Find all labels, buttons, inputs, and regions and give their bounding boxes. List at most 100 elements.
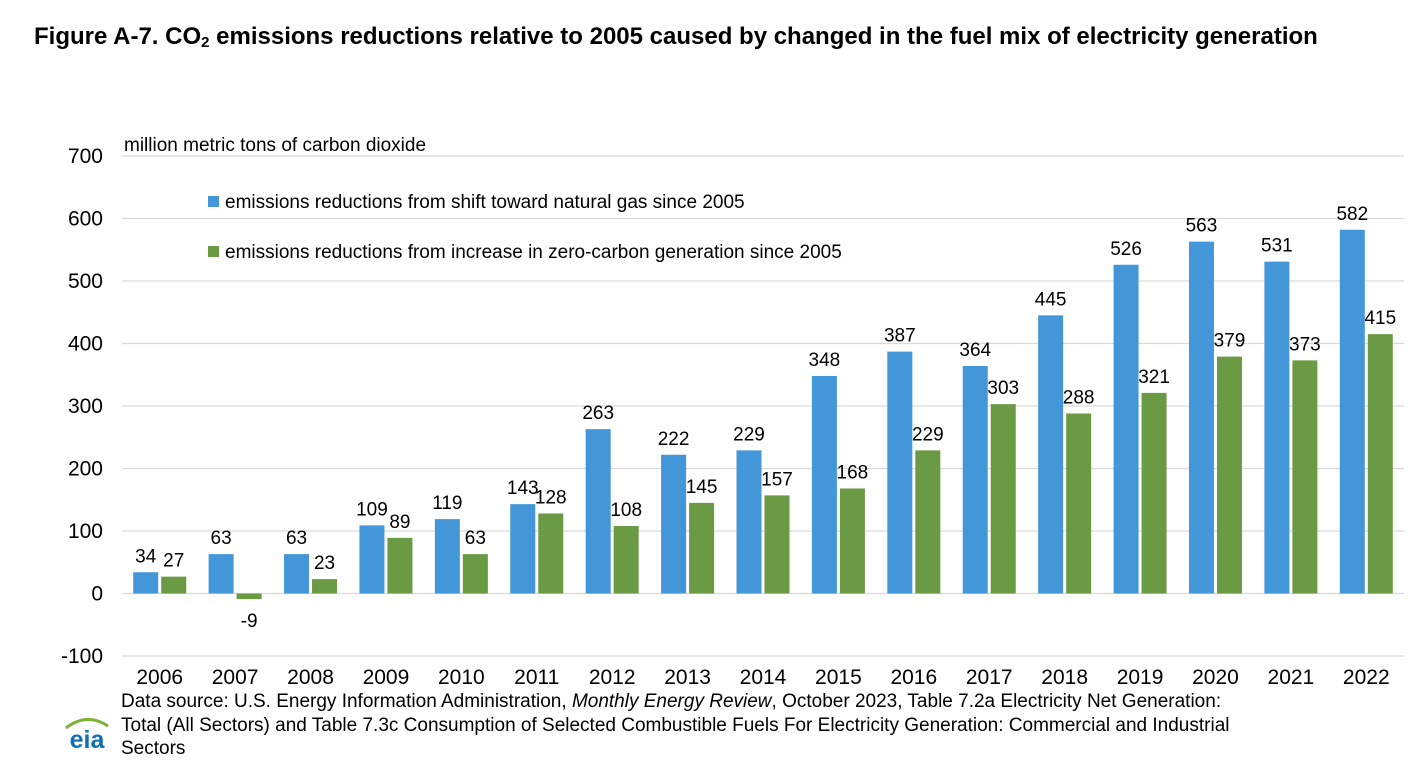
bar-zero-carbon <box>839 488 865 594</box>
bar-natural-gas <box>1264 261 1290 594</box>
figure-title: Figure A-7. CO2 emissions reductions rel… <box>34 20 1374 53</box>
data-label: 379 <box>1214 331 1246 352</box>
bar-natural-gas <box>585 429 611 594</box>
data-source-note: Data source: U.S. Energy Information Adm… <box>121 690 1241 761</box>
data-label: 373 <box>1289 334 1321 355</box>
y-tick-label: 600 <box>68 208 103 231</box>
bar-zero-carbon <box>1216 356 1242 594</box>
data-label: 303 <box>987 378 1019 399</box>
data-label: 128 <box>535 488 567 509</box>
y-tick-label: 200 <box>68 458 103 481</box>
data-label: 145 <box>686 477 718 498</box>
bar-natural-gas <box>1339 229 1365 594</box>
x-tick-label: 2019 <box>1117 666 1164 689</box>
bars <box>133 229 1393 600</box>
data-label: 27 <box>163 551 184 572</box>
title-subscript: 2 <box>201 34 210 51</box>
title-suffix: emissions reductions relative to 2005 ca… <box>209 23 1318 50</box>
bar-zero-carbon <box>613 526 639 594</box>
x-axis-tick-labels: 2006 2007 2008 2009 2010 2011 2012 2013 2014 2015… <box>136 666 1389 689</box>
bar-natural-gas <box>208 554 234 594</box>
data-label: 63 <box>465 528 486 549</box>
bar-natural-gas <box>359 525 385 594</box>
bar-natural-gas <box>133 572 159 594</box>
x-tick-label: 2007 <box>212 666 259 689</box>
x-tick-label: 2021 <box>1268 666 1315 689</box>
data-label: 415 <box>1364 308 1396 329</box>
x-tick-label: 2018 <box>1041 666 1088 689</box>
eia-logo: eia <box>65 718 109 754</box>
bar-natural-gas <box>1113 264 1139 594</box>
y-axis-tick-labels: -100 0 100 200 300 400 500 600 700 <box>61 145 103 668</box>
bar-natural-gas <box>510 504 536 594</box>
data-label: 229 <box>733 424 765 445</box>
bar-zero-carbon <box>312 579 338 594</box>
bar-zero-carbon <box>764 495 790 594</box>
data-label: 89 <box>389 512 410 533</box>
logo-arc <box>65 718 109 730</box>
legend-entry: emissions reductions from increase in ze… <box>225 242 842 263</box>
data-label: 108 <box>610 500 642 521</box>
x-tick-label: 2009 <box>363 666 410 689</box>
data-label: 531 <box>1261 236 1293 257</box>
data-label: 288 <box>1063 388 1095 409</box>
y-tick-label: 0 <box>91 583 103 606</box>
source-publication: Monthly Energy Review <box>571 691 772 712</box>
y-tick-label: 400 <box>68 333 103 356</box>
data-label: 526 <box>1110 239 1142 260</box>
data-label: 222 <box>658 429 690 450</box>
legend-swatch <box>208 196 219 207</box>
y-tick-label: -100 <box>61 645 103 668</box>
bar-zero-carbon <box>689 502 715 594</box>
y-tick-label: 300 <box>68 395 103 418</box>
x-tick-label: 2012 <box>589 666 636 689</box>
x-tick-label: 2015 <box>815 666 862 689</box>
x-tick-label: 2008 <box>287 666 334 689</box>
bar-natural-gas <box>811 376 837 594</box>
bar-natural-gas <box>887 351 913 594</box>
legend-entry: emissions reductions from shift toward n… <box>225 192 745 213</box>
data-labels: 34 2763-963231098911963143128263108222145… <box>135 204 1396 632</box>
data-label: 229 <box>912 424 944 445</box>
data-label: 157 <box>761 469 793 490</box>
y-tick-label: 500 <box>68 270 103 293</box>
data-label: 364 <box>959 340 991 361</box>
bar-zero-carbon <box>1367 334 1393 594</box>
data-label: 445 <box>1035 289 1067 310</box>
data-label: 321 <box>1138 367 1170 388</box>
bar-natural-gas <box>736 450 762 594</box>
bar-natural-gas <box>1038 315 1064 594</box>
logo-text: eia <box>70 726 106 754</box>
x-tick-label: 2022 <box>1343 666 1390 689</box>
legend: emissions reductions from shift toward n… <box>208 192 842 263</box>
x-tick-label: 2006 <box>136 666 183 689</box>
data-label: 23 <box>314 553 335 574</box>
y-tick-label: 700 <box>68 145 103 168</box>
x-tick-label: 2020 <box>1192 666 1239 689</box>
bar-zero-carbon <box>161 576 187 594</box>
data-label: 387 <box>884 326 916 347</box>
data-label: -9 <box>241 611 258 632</box>
data-label: 109 <box>356 499 388 520</box>
x-tick-label: 2016 <box>890 666 937 689</box>
bar-zero-carbon <box>462 554 488 594</box>
bar-natural-gas <box>434 519 460 594</box>
bar-chart: -100 0 100 200 300 400 500 600 700 million metri… <box>61 135 1404 689</box>
bar-zero-carbon <box>387 537 413 594</box>
bar-zero-carbon <box>1141 392 1167 594</box>
x-tick-label: 2010 <box>438 666 485 689</box>
x-tick-label: 2013 <box>664 666 711 689</box>
bar-natural-gas <box>1188 241 1214 594</box>
bar-zero-carbon <box>990 404 1016 594</box>
data-label: 263 <box>582 403 614 424</box>
legend-swatch <box>208 246 219 257</box>
data-label: 34 <box>135 546 157 567</box>
bar-zero-carbon <box>1066 413 1092 594</box>
data-label: 63 <box>211 528 232 549</box>
bar-zero-carbon <box>236 593 262 600</box>
data-label: 168 <box>837 463 869 484</box>
x-tick-label: 2014 <box>740 666 787 689</box>
source-prefix: Data source: U.S. Energy Information Adm… <box>121 691 572 712</box>
bar-zero-carbon <box>1292 360 1318 594</box>
title-prefix: Figure A-7. CO <box>34 23 202 50</box>
